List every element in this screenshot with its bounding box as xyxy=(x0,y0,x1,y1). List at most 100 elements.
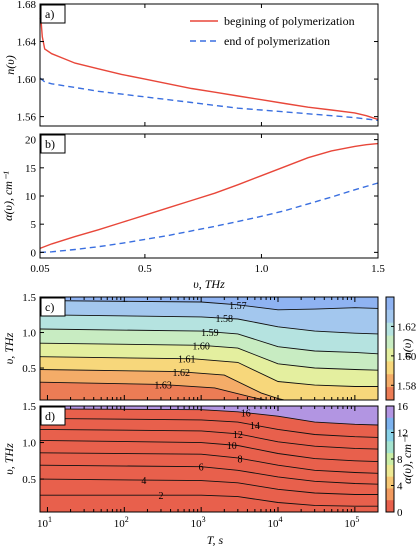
colorbar: 1.58 1.60 1.62 n(υ) xyxy=(385,296,417,401)
contour-line xyxy=(39,464,379,485)
colorbar-swatch xyxy=(386,464,394,478)
y-tick-label: 20 xyxy=(25,135,37,147)
contour-label: 1.63 xyxy=(154,381,172,392)
colorbar-swatch xyxy=(386,374,394,388)
x-tick-label: 1.5 xyxy=(371,263,385,275)
x-axis-label: T, s xyxy=(207,533,224,547)
contour-label: 6 xyxy=(199,463,204,474)
panel-tag: c) xyxy=(45,300,54,314)
x-tick-exponent: 3 xyxy=(202,515,206,524)
y-tick-label: 1.68 xyxy=(17,0,37,11)
x-tick-exponent: 2 xyxy=(125,515,129,524)
contour-line xyxy=(39,314,379,335)
contour-label: 1.60 xyxy=(192,341,210,352)
y-tick-label: 10 xyxy=(25,191,37,203)
x-tick-label: 101 xyxy=(37,515,52,530)
contour-label: 1.61 xyxy=(178,355,196,366)
panel-b: 0 5 10 15 20 0.05 0.5 1.0 1.5 b) α(υ), cm⁻¹ υ, THz xyxy=(1,133,385,291)
y-tick-label: 0.5 xyxy=(22,363,36,375)
panel-tag-box xyxy=(40,4,66,24)
contour-label: 12 xyxy=(233,430,243,441)
y-tick-label: 1.64 xyxy=(17,37,37,49)
y-axis-label: α(υ), cm⁻¹ xyxy=(1,171,15,221)
contour-label: 10 xyxy=(227,441,237,452)
legend-label-0: begining of polymerization xyxy=(224,14,355,28)
y-axis-label: n(υ) xyxy=(3,55,17,75)
colorbar-swatch xyxy=(386,441,394,454)
x-axis-label: υ, THz xyxy=(193,277,225,291)
contour-line xyxy=(39,328,379,355)
series-line-0 xyxy=(39,142,379,250)
colorbar-swatch xyxy=(386,348,394,362)
contour-label: 1.59 xyxy=(201,328,219,339)
x-tick-exponent: 5 xyxy=(355,515,359,524)
colorbar-swatch xyxy=(386,476,394,489)
contour-line xyxy=(39,369,285,401)
band-fill xyxy=(40,382,267,400)
y-tick-label: 1.0 xyxy=(22,438,36,450)
panel-tag-box xyxy=(40,134,66,154)
colorbar-tick-label: 8 xyxy=(397,454,403,466)
y-tick-label: 0 xyxy=(31,247,37,259)
contour-line xyxy=(39,428,379,450)
x-tick-label: 1.0 xyxy=(255,263,269,275)
series-line-0 xyxy=(39,17,379,121)
x-tick-exponent: 1 xyxy=(48,515,52,524)
x-tick-label: 104 xyxy=(268,515,283,530)
panel-a: 1.56 1.60 1.64 1.68 a) n(υ) begining of polyme… xyxy=(3,0,379,127)
band-fill xyxy=(40,408,378,512)
panel-tag-box xyxy=(40,297,66,317)
panel-tag: d) xyxy=(45,409,55,423)
contour-line xyxy=(39,417,379,438)
colorbar-label: n(υ) xyxy=(400,339,414,359)
contour-line xyxy=(39,381,267,401)
x-tick-label: 103 xyxy=(191,515,206,530)
x-tick-label: 102 xyxy=(114,515,129,530)
colorbar-swatch xyxy=(386,322,394,337)
colorbar: 0 4 8 12 16 α(υ), cm⁻¹ xyxy=(385,401,414,519)
contour-line xyxy=(39,452,379,474)
colorbar-tick-label: 0 xyxy=(397,507,403,519)
series-line-1 xyxy=(39,77,379,122)
x-tick-label: 105 xyxy=(344,515,359,530)
contour-label: 16 xyxy=(241,409,251,420)
colorbar-swatch xyxy=(386,297,394,311)
y-axis-label: υ, THz xyxy=(2,332,16,364)
contour-label: 8 xyxy=(237,454,242,465)
plot-frame xyxy=(39,296,379,401)
colorbar-swatch xyxy=(386,453,394,466)
contour-line xyxy=(39,478,378,495)
contour-label: 4 xyxy=(141,476,146,487)
contour-line xyxy=(40,494,378,507)
colorbar-tick-label: 1.58 xyxy=(397,380,417,392)
y-tick-label: 5 xyxy=(31,219,37,231)
colorbar-tick-label: 4 xyxy=(397,481,403,493)
contour-line xyxy=(39,342,379,371)
colorbar-tick-label: 1.60 xyxy=(397,351,417,363)
y-tick-label: 0.5 xyxy=(22,474,36,486)
y-tick-label: 1.0 xyxy=(22,328,36,340)
panel-tag: a) xyxy=(45,7,54,21)
y-tick-label: 1.5 xyxy=(22,292,36,304)
contour-line xyxy=(39,356,378,387)
contour-label: 1.62 xyxy=(172,368,190,379)
x-tick-label: 0.05 xyxy=(30,263,50,275)
contour-label: 14 xyxy=(250,421,260,432)
series-line-1 xyxy=(39,182,379,254)
colorbar-frame xyxy=(385,296,395,401)
colorbar-tick-label: 1.62 xyxy=(397,321,416,333)
plot-frame xyxy=(39,405,379,513)
colorbar-label: α(υ), cm⁻¹ xyxy=(400,434,414,484)
contour-label: 1.58 xyxy=(216,314,234,325)
colorbar-swatch xyxy=(386,309,394,324)
colorbar-swatch xyxy=(386,387,394,401)
colorbar-swatch xyxy=(386,488,394,501)
colorbar-tick-label: 12 xyxy=(397,428,408,440)
contour-label: 2 xyxy=(158,491,163,502)
colorbar-tick-label: 16 xyxy=(397,401,409,413)
panel-c: 1.571.581.591.601.611.621.630.51.01.5c)υ… xyxy=(2,292,417,401)
y-axis-label: υ, THz xyxy=(2,443,16,475)
plot-frame xyxy=(39,3,379,127)
